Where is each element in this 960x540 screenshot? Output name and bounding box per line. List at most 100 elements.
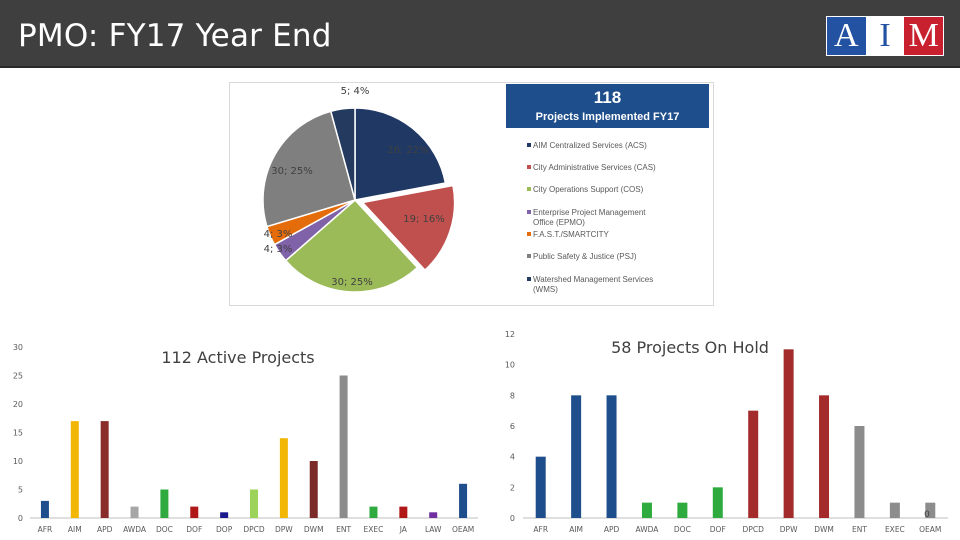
- bar: [925, 502, 936, 518]
- x-tick-label: JA: [399, 525, 408, 534]
- x-tick-label: AFR: [533, 525, 548, 534]
- x-tick-label: ENT: [852, 525, 867, 534]
- x-tick-label: APD: [97, 525, 113, 534]
- x-tick-label: AWDA: [635, 525, 659, 534]
- y-tick-label: 5: [18, 486, 23, 495]
- x-tick-label: ENT: [336, 525, 351, 534]
- pie-legend-item: AIM Centralized Services (ACS): [527, 141, 668, 151]
- legend-label: F.A.S.T./SMARTCITY: [533, 230, 609, 239]
- x-tick-label: EXEC: [364, 525, 384, 534]
- pie-legend-item: City Administrative Services (CAS): [527, 163, 668, 173]
- bar: [535, 456, 546, 518]
- legend-swatch: [527, 254, 531, 258]
- chart-title: 58 Projects On Hold: [611, 338, 769, 357]
- x-tick-label: APD: [604, 525, 620, 534]
- slide-title: PMO: FY17 Year End: [18, 18, 332, 54]
- bar: [369, 506, 378, 518]
- x-tick-label: AIM: [68, 525, 82, 534]
- y-tick-label: 20: [13, 400, 23, 409]
- bar: [339, 375, 348, 518]
- x-tick-label: DOC: [674, 525, 691, 534]
- bar: [160, 489, 169, 518]
- x-tick-label: OEAM: [452, 525, 474, 534]
- bar: [190, 506, 199, 518]
- pie-legend-item: Enterprise Project Management Office (EP…: [527, 208, 668, 228]
- legend-label: AIM Centralized Services (ACS): [533, 141, 647, 150]
- logo-letter-i: I: [865, 17, 905, 55]
- y-tick-label: 12: [505, 330, 515, 339]
- legend-label: City Operations Support (COS): [533, 185, 644, 194]
- y-tick-label: 10: [13, 457, 23, 466]
- legend-swatch: [527, 143, 531, 147]
- y-tick-label: 15: [13, 429, 23, 438]
- y-tick-label: 30: [13, 343, 23, 352]
- x-tick-label: DOP: [216, 525, 233, 534]
- bar: [250, 489, 258, 518]
- x-tick-label: DOC: [156, 525, 173, 534]
- x-tick-label: DPW: [780, 525, 798, 534]
- bar: [399, 506, 408, 518]
- callout-number: 118: [593, 88, 622, 107]
- legend-label: Watershed Management Services (WMS): [533, 275, 654, 294]
- pie-legend-item: Public Safety & Justice (PSJ): [527, 252, 668, 262]
- logo-letter-a: A: [827, 17, 866, 55]
- x-tick-label: AFR: [38, 525, 53, 534]
- y-tick-label: 25: [13, 372, 23, 381]
- y-tick-label: 4: [510, 453, 515, 462]
- y-tick-label: 10: [505, 361, 515, 370]
- x-tick-label: DOF: [186, 525, 202, 534]
- x-tick-label: DWM: [304, 525, 324, 534]
- title-bar: PMO: FY17 Year End A I M: [0, 0, 960, 68]
- legend-label: City Administrative Services (CAS): [533, 163, 656, 172]
- y-tick-label: 0: [18, 514, 23, 523]
- bar: [429, 512, 438, 518]
- x-tick-label: DPCD: [743, 525, 765, 534]
- implemented-callout: 118 Projects Implemented FY17: [506, 84, 709, 128]
- legend-swatch: [527, 187, 531, 191]
- y-tick-label: 0: [510, 514, 515, 523]
- x-tick-label: LAW: [425, 525, 442, 534]
- bar: [677, 502, 688, 518]
- bar: [279, 438, 288, 518]
- y-tick-label: 6: [510, 422, 515, 431]
- x-tick-label: DPW: [275, 525, 293, 534]
- bar: [459, 483, 468, 518]
- x-tick-label: AWDA: [123, 525, 147, 534]
- bar: [130, 506, 139, 518]
- legend-label: Public Safety & Justice (PSJ): [533, 252, 637, 261]
- bar: [220, 512, 229, 518]
- bar: [748, 410, 759, 518]
- bar: [70, 421, 79, 518]
- x-tick-label: EXEC: [885, 525, 905, 534]
- x-tick-label: OEAM: [919, 525, 941, 534]
- pie-legend-item: F.A.S.T./SMARTCITY: [527, 230, 668, 240]
- bar: [854, 426, 865, 518]
- bar: [40, 500, 49, 518]
- y-tick-label: 8: [510, 391, 515, 400]
- bar: [889, 502, 900, 518]
- bar: [783, 349, 794, 518]
- bar: [712, 487, 723, 518]
- pie-legend-item: City Operations Support (COS): [527, 185, 668, 195]
- logo-letter-m: M: [904, 17, 944, 55]
- chart-annotation: 0: [924, 510, 930, 520]
- legend-swatch: [527, 232, 531, 236]
- y-tick-label: 2: [510, 483, 515, 492]
- bar: [571, 395, 582, 518]
- x-tick-label: DWM: [814, 525, 834, 534]
- bar: [641, 502, 652, 518]
- on-hold-chart: 58 Projects On Hold 0 2 4 6 8 10 12 AFR AIM APD AWD…: [505, 330, 948, 534]
- legend-swatch: [527, 210, 531, 214]
- aim-logo: A I M: [826, 16, 944, 56]
- x-tick-label: DPCD: [243, 525, 265, 534]
- legend-label: Enterprise Project Management Office (EP…: [533, 208, 646, 227]
- x-tick-label: DOF: [710, 525, 726, 534]
- pie-legend-item: Watershed Management Services (WMS): [527, 275, 668, 295]
- legend-swatch: [527, 277, 531, 281]
- callout-label: Projects Implemented FY17: [535, 111, 680, 123]
- bar: [100, 421, 109, 518]
- x-tick-label: AIM: [569, 525, 583, 534]
- legend-swatch: [527, 165, 531, 169]
- bar: [309, 461, 318, 518]
- bar: [606, 395, 617, 518]
